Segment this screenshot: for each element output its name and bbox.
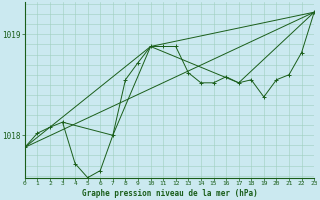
X-axis label: Graphe pression niveau de la mer (hPa): Graphe pression niveau de la mer (hPa)	[82, 189, 257, 198]
